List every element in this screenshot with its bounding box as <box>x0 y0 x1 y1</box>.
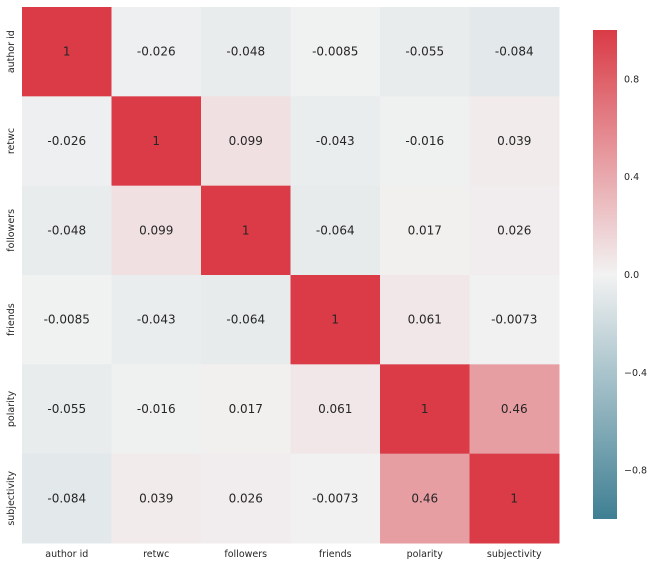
cell-value-label: -0.048 <box>47 223 86 237</box>
x-tick-label: polarity <box>407 549 444 560</box>
cell-value-label: 0.039 <box>139 491 173 505</box>
heatmap-cell <box>290 275 381 365</box>
heatmap-cell <box>111 96 202 187</box>
y-tick-label: retwc <box>6 128 17 154</box>
heatmap-cell <box>22 7 112 97</box>
colorbar-tick-label: −0.4 <box>624 368 647 379</box>
heatmap-cell <box>380 96 470 187</box>
y-tick-label: author id <box>6 30 17 73</box>
cell-value-label: 0.026 <box>497 223 531 237</box>
colorbar-gradient <box>593 30 617 519</box>
heatmap-cell <box>111 185 202 276</box>
heatmap-cell <box>22 96 112 187</box>
heatmap-cell <box>290 7 381 97</box>
x-tick-label: author id <box>45 549 88 560</box>
heatmap-cell <box>469 185 560 276</box>
cell-value-label: 0.46 <box>501 402 528 416</box>
colorbar-tick-label: 0.4 <box>624 172 639 183</box>
cell-value-label: -0.084 <box>47 491 86 505</box>
cell-value-label: 0.017 <box>408 223 442 237</box>
heatmap-cell <box>290 185 381 276</box>
heatmap-cell <box>380 185 470 276</box>
cell-value-label: -0.0073 <box>312 491 358 505</box>
heatmap-cell <box>290 96 381 187</box>
cell-value-label: -0.016 <box>137 402 176 416</box>
cell-value-label: -0.055 <box>405 45 444 59</box>
cell-value-label: -0.043 <box>137 313 176 327</box>
y-tick-label: followers <box>6 209 17 252</box>
cell-value-label: 1 <box>152 134 160 148</box>
x-tick-label: subjectivity <box>487 549 542 560</box>
cell-value-label: -0.043 <box>316 134 355 148</box>
y-axis: author id retwc followers friends polarity su… <box>6 30 17 526</box>
x-tick-label: retwc <box>143 549 169 560</box>
heatmap-cell <box>380 453 470 544</box>
cell-value-label: -0.064 <box>226 313 265 327</box>
cell-value-label: 1 <box>331 313 339 327</box>
heatmap-cell <box>290 364 381 455</box>
heatmap-cell <box>469 453 560 544</box>
heatmap-cell <box>380 364 470 455</box>
heatmap-cell <box>201 275 291 365</box>
heatmap-cell <box>201 7 291 97</box>
cell-value-label: -0.016 <box>405 134 444 148</box>
cell-value-label: -0.048 <box>226 45 265 59</box>
heatmap-cell <box>22 453 112 544</box>
x-axis: author id retwc followers friends polarity su… <box>45 549 542 560</box>
cell-value-label: 0.039 <box>497 134 531 148</box>
heatmap-cell <box>201 453 291 544</box>
cell-value-label: -0.026 <box>47 134 86 148</box>
heatmap-cell <box>22 275 112 365</box>
cell-value-label: -0.0073 <box>491 313 537 327</box>
heatmap-cell <box>22 364 112 455</box>
cell-value-label: -0.055 <box>47 402 86 416</box>
cell-value-label: 0.061 <box>408 313 442 327</box>
heatmap-cell <box>469 7 560 97</box>
cell-value-label: 1 <box>510 491 518 505</box>
heatmap-cell <box>111 7 202 97</box>
colorbar-tick-label: −0.8 <box>624 466 647 477</box>
colorbar-tick-label: 0.0 <box>624 270 639 281</box>
heatmap-cell <box>111 275 202 365</box>
cell-value-label: -0.0085 <box>44 313 90 327</box>
heatmap-cell <box>469 96 560 187</box>
cell-value-label: -0.0085 <box>312 45 358 59</box>
cell-value-label: 1 <box>242 223 250 237</box>
heatmap-cell <box>290 453 381 544</box>
heatmap-cells: 1 -0.026 -0.048 -0.0085 -0.055 -0.084 -0.026 1 0… <box>22 7 560 544</box>
y-tick-label: subjectivity <box>6 471 17 526</box>
heatmap-cell <box>201 185 291 276</box>
cell-value-label: -0.064 <box>316 223 355 237</box>
cell-value-label: 1 <box>421 402 429 416</box>
colorbar: −0.8 −0.4 0.0 0.4 0.8 <box>593 30 647 519</box>
heatmap-cell <box>380 275 470 365</box>
colorbar-tick-label: 0.8 <box>624 74 639 85</box>
x-tick-label: followers <box>224 549 267 560</box>
cell-value-label: 0.017 <box>229 402 263 416</box>
heatmap-cell <box>469 364 560 455</box>
cell-value-label: 1 <box>63 45 71 59</box>
cell-value-label: 0.099 <box>139 223 173 237</box>
cell-value-label: 0.099 <box>229 134 263 148</box>
heatmap-cell <box>111 364 202 455</box>
cell-value-label: 0.46 <box>411 491 438 505</box>
cell-value-label: -0.026 <box>137 45 176 59</box>
heatmap-cell <box>201 364 291 455</box>
cell-value-label: -0.084 <box>495 45 534 59</box>
y-tick-label: polarity <box>6 391 17 428</box>
heatmap-cell <box>380 7 470 97</box>
cell-value-label: 0.026 <box>229 491 263 505</box>
heatmap-cell <box>469 275 560 365</box>
heatmap-cell <box>201 96 291 187</box>
y-tick-label: friends <box>6 303 17 336</box>
heatmap-cell <box>22 185 112 276</box>
x-tick-label: friends <box>319 549 352 560</box>
cell-value-label: 0.061 <box>318 402 352 416</box>
heatmap-cell <box>111 453 202 544</box>
